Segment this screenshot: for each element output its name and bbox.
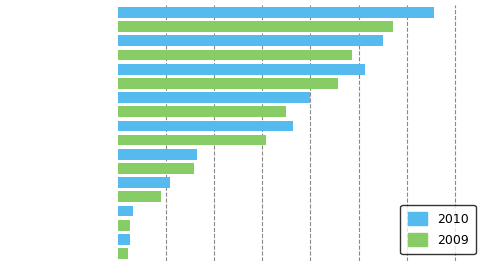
Bar <box>118 248 128 259</box>
Bar <box>118 149 197 160</box>
Bar <box>118 106 286 117</box>
Bar <box>118 135 266 146</box>
Bar <box>118 220 130 231</box>
Bar <box>118 35 383 46</box>
Bar <box>118 78 338 89</box>
Bar <box>118 206 133 217</box>
Bar <box>118 7 434 18</box>
Bar <box>118 163 194 174</box>
Bar <box>118 64 366 74</box>
Bar <box>118 234 130 245</box>
Bar <box>118 120 293 131</box>
Legend: 2010, 2009: 2010, 2009 <box>400 205 476 255</box>
Bar <box>118 49 352 60</box>
Bar <box>118 92 310 103</box>
Bar <box>118 21 393 32</box>
Bar <box>118 177 170 188</box>
Bar <box>118 192 161 202</box>
